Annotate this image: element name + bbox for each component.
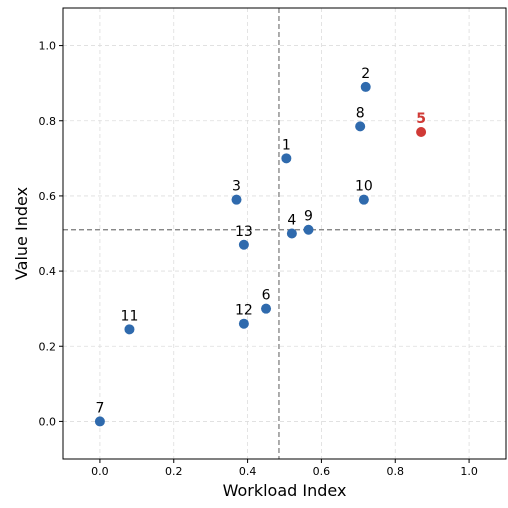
y-tick-label: 0.6 xyxy=(39,190,57,203)
y-tick-label: 0.8 xyxy=(39,115,57,128)
y-tick-label: 0.4 xyxy=(39,265,57,278)
data-point-label: 1 xyxy=(282,137,291,153)
data-point xyxy=(238,318,249,329)
data-point xyxy=(281,153,292,164)
data-point-label: 11 xyxy=(121,308,139,324)
x-tick-label: 0.6 xyxy=(313,465,331,478)
y-tick-label: 1.0 xyxy=(39,40,57,53)
reference-lines xyxy=(63,8,506,459)
data-point xyxy=(124,324,135,335)
plot-frame xyxy=(62,7,507,460)
data-point-label: 5 xyxy=(416,111,426,127)
x-tick-label: 0.4 xyxy=(239,465,257,478)
data-point-label: 13 xyxy=(235,224,253,240)
data-point xyxy=(355,121,366,132)
data-point xyxy=(360,81,371,92)
grid-layer xyxy=(63,8,506,459)
data-point xyxy=(238,239,249,250)
data-point xyxy=(416,127,427,138)
y-tick-label: 0.0 xyxy=(39,415,57,428)
x-tick-label: 0.2 xyxy=(165,465,183,478)
data-point xyxy=(303,224,314,235)
data-point-label: 4 xyxy=(287,213,296,229)
data-point xyxy=(231,194,242,205)
data-point-label: 6 xyxy=(262,288,271,304)
data-point-label: 9 xyxy=(304,209,313,225)
axes-layer: 0.0 0.2 0.4 0.6 0.8 1.0 0.0 0.2 0.4 0.6 0.8 1.0 xyxy=(39,7,507,478)
x-tick-label: 1.0 xyxy=(460,465,478,478)
y-tick-label: 0.2 xyxy=(39,340,57,353)
data-point-label: 7 xyxy=(95,400,104,416)
data-point xyxy=(286,228,297,239)
data-point xyxy=(358,194,369,205)
x-tick-label: 0.8 xyxy=(387,465,405,478)
x-axis-label: Workload Index xyxy=(223,481,347,500)
data-point-label: 10 xyxy=(355,179,373,195)
data-point-label: 2 xyxy=(361,66,370,82)
x-tick-label: 0.0 xyxy=(91,465,109,478)
data-point-label: 12 xyxy=(235,303,253,319)
data-point xyxy=(261,303,272,314)
data-point-label: 3 xyxy=(232,179,241,195)
y-axis-label: Value Index xyxy=(12,187,31,280)
data-point-label: 8 xyxy=(356,105,365,121)
data-point xyxy=(94,416,105,427)
